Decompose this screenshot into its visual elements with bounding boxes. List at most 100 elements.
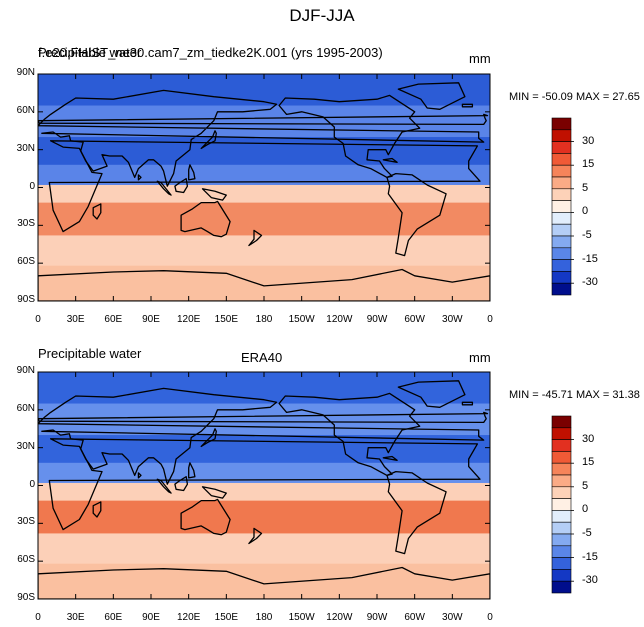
- colorbar-2: [551, 415, 574, 594]
- colorbar-swatch: [551, 271, 572, 284]
- coastline: [137, 174, 142, 181]
- colorbar-swatch: [551, 498, 572, 511]
- lon-tick-label: 30W: [442, 314, 463, 325]
- lon-tick-label: 120W: [326, 612, 353, 623]
- colorbar-label: 30: [582, 134, 595, 147]
- lat-tick-label: 90N: [16, 365, 35, 376]
- zonal-band: [38, 74, 490, 107]
- lon-tick-label: 180: [255, 314, 273, 325]
- lon-tick-label: 60E: [104, 612, 123, 623]
- map-panel-2: [37, 371, 491, 600]
- panel1-left-label: Precipitable water: [38, 45, 142, 60]
- coastline: [248, 527, 263, 545]
- colorbar-1: [551, 117, 574, 296]
- colorbar-swatch: [551, 164, 572, 178]
- colorbar-swatch: [551, 223, 572, 237]
- coastline: [248, 229, 263, 247]
- lon-tick-label: 150W: [288, 314, 315, 325]
- lat-tick-label: 90S: [17, 592, 35, 603]
- panel2-left-label: Precipitable water: [38, 346, 142, 361]
- colorbar-swatch: [551, 415, 572, 429]
- colorbar-label: 15: [582, 158, 595, 171]
- coastline: [156, 478, 172, 494]
- colorbar-label: -5: [582, 229, 592, 241]
- colorbar-swatch: [551, 510, 572, 523]
- colorbar-swatch: [551, 212, 572, 225]
- coastline: [38, 387, 485, 485]
- lon-tick-label: 90E: [142, 314, 160, 325]
- panel1-units: mm: [469, 51, 491, 66]
- colorbar-swatch: [551, 117, 572, 131]
- coastline: [278, 392, 421, 477]
- lon-tick-label: 0: [487, 314, 493, 325]
- colorbar-swatch: [551, 545, 572, 558]
- coastline: [180, 498, 231, 536]
- coastline: [200, 130, 217, 150]
- lat-tick-label: 60N: [16, 104, 35, 116]
- colorbar-label: -30: [582, 276, 598, 289]
- colorbar-swatch: [551, 129, 572, 142]
- lat-tick-label: 90N: [16, 67, 35, 78]
- colorbar-label: 5: [582, 479, 589, 492]
- colorbar-swatch: [551, 235, 572, 249]
- colorbar-swatch: [551, 439, 572, 452]
- lon-tick-label: 150E: [214, 612, 238, 623]
- panel2-minmax: MIN = -45.71 MAX = 31.38: [509, 389, 640, 401]
- colorbar-label: 0: [582, 205, 589, 218]
- colorbar-swatch: [551, 557, 572, 570]
- colorbar-label: 15: [582, 456, 595, 469]
- coastline: [38, 268, 490, 301]
- lat-tick-label: 60N: [16, 402, 35, 414]
- lat-tick-label: 30S: [17, 516, 35, 528]
- lon-tick-label: 30E: [66, 612, 85, 623]
- lat-tick-label: 30N: [16, 440, 35, 452]
- coastline: [386, 172, 447, 257]
- lon-tick-label: 60W: [404, 612, 425, 623]
- map-panel-1: [37, 73, 491, 302]
- coastline: [174, 476, 189, 492]
- coastline: [180, 200, 231, 238]
- figure-title: DJF-JJA: [289, 6, 355, 25]
- colorbar-label: -15: [582, 252, 598, 265]
- lon-tick-label: 150E: [214, 314, 238, 325]
- zonal-band: [38, 184, 490, 204]
- coastline: [174, 178, 189, 194]
- colorbar-swatch: [551, 533, 572, 547]
- coastline: [278, 94, 421, 179]
- coastline: [188, 164, 196, 181]
- lat-tick-label: 0: [29, 478, 35, 490]
- zonal-band: [38, 403, 490, 436]
- coastline: [156, 180, 172, 196]
- lat-tick-label: 30N: [16, 142, 35, 154]
- coastline: [48, 438, 481, 531]
- coastline: [48, 140, 481, 233]
- coastline: [382, 157, 398, 163]
- coastline: [92, 203, 102, 220]
- colorbar-label: 0: [582, 503, 589, 516]
- colorbar-swatch: [551, 176, 572, 190]
- lon-tick-label: 0: [35, 314, 41, 325]
- colorbar-swatch: [551, 259, 572, 272]
- colorbar-swatch: [551, 188, 572, 201]
- lon-tick-label: 30W: [442, 612, 463, 623]
- zonal-band: [38, 500, 490, 534]
- colorbar-swatch: [551, 153, 572, 166]
- coastline: [38, 566, 490, 599]
- lon-tick-label: 60W: [404, 314, 425, 325]
- zonal-band: [38, 202, 490, 236]
- colorbar-swatch: [551, 474, 572, 488]
- coastline: [397, 380, 466, 408]
- lon-tick-label: 0: [35, 612, 41, 623]
- coastline: [201, 486, 227, 499]
- lon-tick-label: 60E: [104, 314, 123, 325]
- colorbar-label: -30: [582, 574, 598, 587]
- lat-tick-label: 30S: [17, 218, 35, 230]
- colorbar-swatch: [551, 451, 572, 464]
- colorbar-label: 5: [582, 181, 589, 194]
- colorbar-swatch: [551, 486, 572, 499]
- coastline: [200, 428, 217, 448]
- colorbar-swatch: [551, 462, 572, 476]
- lon-tick-label: 120E: [176, 314, 201, 325]
- colorbar-swatch: [551, 200, 572, 213]
